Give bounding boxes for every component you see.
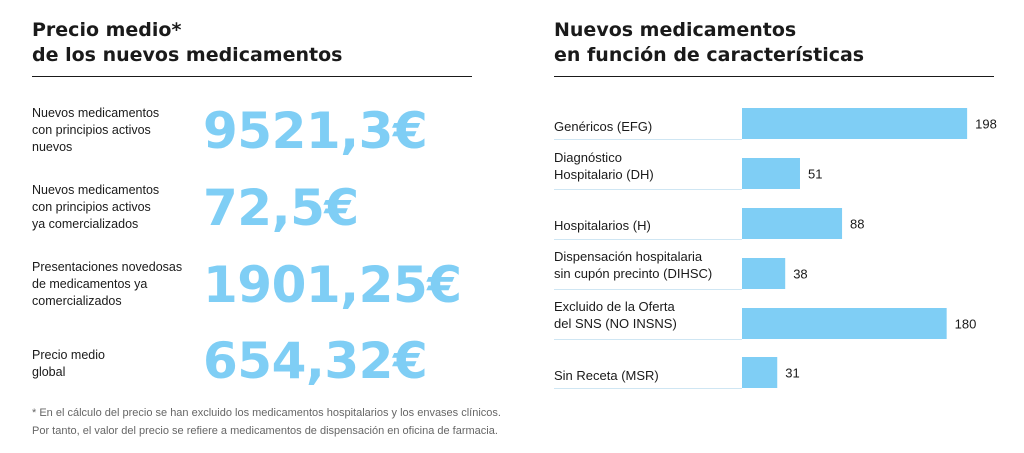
bar-value-label: 198: [975, 117, 997, 132]
title-divider: [32, 76, 472, 77]
bar-value-label: 88: [850, 217, 864, 232]
bar: [742, 108, 968, 139]
price-label: Presentaciones novedosas de medicamentos…: [32, 260, 183, 308]
category-label: Genéricos (EFG): [554, 119, 653, 134]
price-label: Precio medio global: [32, 348, 105, 379]
row-divider: [554, 189, 742, 190]
price-value: 9521,3€: [203, 102, 428, 160]
bar: [742, 208, 843, 239]
row-divider: [554, 388, 742, 389]
price-label: Nuevos medicamentos con principios activ…: [32, 183, 160, 231]
bar: [742, 258, 786, 289]
price-value: 654,32€: [203, 332, 428, 390]
bar: [742, 308, 947, 339]
price-value: 1901,25€: [203, 256, 462, 314]
category-label: Diagnóstico Hospitalario (DH): [554, 150, 654, 182]
row-divider: [554, 289, 742, 290]
price-value: 72,5€: [203, 179, 359, 237]
bar: [742, 357, 778, 388]
price-section-title: Precio medio* de los nuevos medicamentos: [32, 19, 343, 66]
bar: [742, 158, 800, 189]
row-divider: [554, 139, 742, 140]
bar-value-label: 180: [955, 317, 977, 332]
bar-value-label: 31: [785, 366, 799, 381]
footnote: * En el cálculo del precio se han exclui…: [32, 407, 501, 437]
title-divider: [554, 76, 994, 77]
bar-value-label: 51: [808, 167, 822, 182]
row-divider: [554, 239, 742, 240]
bar-value-label: 38: [793, 267, 807, 282]
category-label: Hospitalarios (H): [554, 218, 651, 233]
row-divider: [554, 339, 742, 340]
category-label: Excluido de la Oferta del SNS (NO INSNS): [554, 299, 677, 331]
chart-title: Nuevos medicamentos en función de caract…: [554, 19, 865, 66]
category-label: Dispensación hospitalaria sin cupón prec…: [554, 249, 713, 281]
price-label: Nuevos medicamentos con principios activ…: [32, 106, 160, 154]
category-label: Sin Receta (MSR): [554, 368, 659, 383]
